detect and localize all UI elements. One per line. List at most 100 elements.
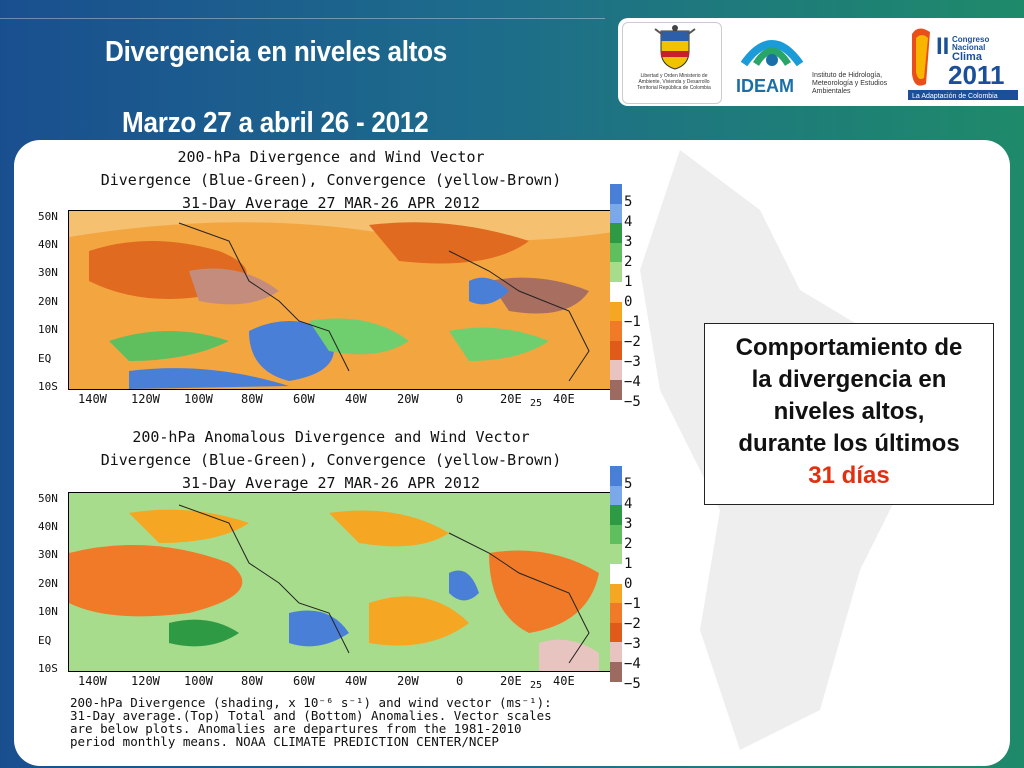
- bottom-lon-label: 60W: [293, 674, 315, 688]
- logo-banner: Libertad y Orden Ministerio de Ambiente,…: [618, 18, 1024, 106]
- top-vector-scale: 25: [530, 398, 543, 409]
- bottom-lat-label: 50N: [38, 492, 58, 505]
- colorbar-cell: [610, 379, 622, 400]
- colorbar-label: 3: [624, 234, 633, 250]
- info-callout-box: Comportamiento de la divergencia en nive…: [704, 323, 994, 505]
- bottom-lon-label: 140W: [78, 674, 107, 688]
- colorbar-label: −2: [624, 334, 641, 350]
- bottom-plot-title-1: 200-hPa Anomalous Divergence and Wind Ve…: [132, 428, 530, 446]
- colorbar-label: 5: [624, 194, 633, 210]
- top-lon-label: 100W: [184, 392, 213, 406]
- colorbar-cell: [610, 524, 622, 545]
- colorbar-label: −3: [624, 354, 641, 370]
- bottom-colorbar: [610, 466, 622, 682]
- bottom-lon-label: 120W: [131, 674, 160, 688]
- top-lat-label: 30N: [38, 266, 58, 279]
- ideam-logo-icon: [740, 40, 804, 67]
- svg-text:2011: 2011: [948, 60, 1004, 90]
- bottom-lon-label: 20W: [397, 674, 419, 688]
- colorbar-cell: [610, 360, 622, 380]
- top-lat-label: 40N: [38, 238, 58, 251]
- colorbar-label: 0: [624, 576, 633, 592]
- svg-text:II: II: [936, 33, 949, 60]
- bottom-plot-title-3: 31-Day Average 27 MAR-26 APR 2012: [181, 474, 480, 492]
- top-colorbar: [610, 184, 622, 400]
- colorbar-cell: [610, 203, 622, 224]
- colorbar-label: 2: [624, 536, 633, 552]
- colorbar-label: 2: [624, 254, 633, 270]
- colorbar-label: −3: [624, 636, 641, 652]
- top-lon-label: 140W: [78, 392, 107, 406]
- colorbar-cell: [610, 563, 622, 584]
- svg-text:Congreso: Congreso: [952, 35, 989, 44]
- top-lat-label: 50N: [38, 210, 58, 223]
- colorbar-cell: [610, 485, 622, 506]
- top-plot-title-1: 200-hPa Divergence and Wind Vector: [177, 148, 485, 166]
- top-lat-label: 10N: [38, 323, 58, 336]
- bottom-lat-label: 40N: [38, 520, 58, 533]
- colombia-coat-of-arms-icon: [654, 25, 696, 70]
- bottom-map-shading: [69, 493, 621, 671]
- top-lon-label: 80W: [241, 392, 263, 406]
- top-lon-label: 120W: [131, 392, 160, 406]
- bottom-anomaly-map: [68, 492, 622, 672]
- ministry-logo: Libertad y Orden Ministerio de Ambiente,…: [622, 22, 722, 104]
- header-divider: [0, 18, 605, 19]
- bottom-plot-title-2: Divergence (Blue-Green), Convergence (ye…: [100, 451, 562, 469]
- bottom-lon-label: 0: [456, 674, 464, 688]
- colorbar-cell: [610, 262, 622, 282]
- colorbar-cell: [610, 301, 622, 322]
- colorbar-label: 0: [624, 294, 633, 310]
- top-lat-label: EQ: [38, 352, 52, 365]
- colorbar-label: 1: [624, 274, 633, 290]
- colorbar-cell: [610, 603, 622, 623]
- bottom-lon-label: 40W: [345, 674, 367, 688]
- svg-text:Clima: Clima: [952, 51, 983, 63]
- bottom-lat-label: 30N: [38, 548, 58, 561]
- info-line: niveles altos,: [773, 398, 925, 425]
- bottom-lat-label: 10S: [38, 662, 58, 675]
- top-plot-title-3: 31-Day Average 27 MAR-26 APR 2012: [181, 194, 480, 212]
- colorbar-label: −1: [624, 596, 641, 612]
- colorbar-cell: [610, 544, 622, 564]
- bottom-lon-label: 100W: [184, 674, 213, 688]
- divergence-figure: 200-hPa Divergence and Wind Vector Diver…: [38, 148, 641, 756]
- top-lon-label: 40W: [345, 392, 367, 406]
- colorbar-label: −4: [624, 656, 641, 672]
- colorbar-label: −2: [624, 616, 641, 632]
- colorbar-label: −5: [624, 394, 641, 410]
- bottom-lat-label: 10N: [38, 605, 58, 618]
- colorbar-label: 4: [624, 214, 633, 230]
- figure-caption: 200-hPa Divergence (shading, x 10⁻⁶ s⁻¹)…: [70, 695, 552, 749]
- colorbar-label: 4: [624, 496, 633, 512]
- svg-text:La Adaptación de Colombia: La Adaptación de Colombia: [912, 93, 998, 100]
- top-divergence-map: [68, 210, 622, 390]
- info-line: durante los últimos: [738, 430, 960, 457]
- colorbar-cell: [610, 223, 622, 243]
- ideam-subtitle: Instituto de Hidrología, Meteorología y …: [812, 72, 888, 95]
- colorbar-cell: [610, 242, 622, 263]
- info-highlight-days: 31 días: [808, 462, 890, 489]
- bottom-lon-label: 80W: [241, 674, 263, 688]
- top-map-shading: [69, 211, 621, 389]
- info-line: la divergencia en: [751, 366, 947, 393]
- slide-title: Divergencia en niveles altos: [105, 36, 448, 68]
- colorbar-cell: [610, 340, 622, 361]
- ideam-name: IDEAM: [736, 76, 794, 96]
- colorbar-cell: [610, 622, 622, 643]
- colorbar-cell: [610, 642, 622, 662]
- bottom-vector-scale: 25: [530, 680, 543, 691]
- top-lon-label: 60W: [293, 392, 315, 406]
- colorbar-cell: [610, 466, 622, 486]
- colorbar-label: −4: [624, 374, 641, 390]
- slide-subtitle-date-range: Marzo 27 a abril 26 - 2012: [122, 107, 429, 139]
- top-lon-label: 20E: [500, 392, 522, 406]
- bottom-lat-label: 20N: [38, 577, 58, 590]
- info-line: Comportamiento de: [735, 334, 963, 361]
- colorbar-cell: [610, 661, 622, 682]
- top-plot-title-2: Divergence (Blue-Green), Convergence (ye…: [100, 171, 562, 189]
- top-lon-label: 40E: [553, 392, 575, 406]
- colorbar-label: 1: [624, 556, 633, 572]
- top-lat-label: 10S: [38, 380, 58, 393]
- top-lat-label: 20N: [38, 295, 58, 308]
